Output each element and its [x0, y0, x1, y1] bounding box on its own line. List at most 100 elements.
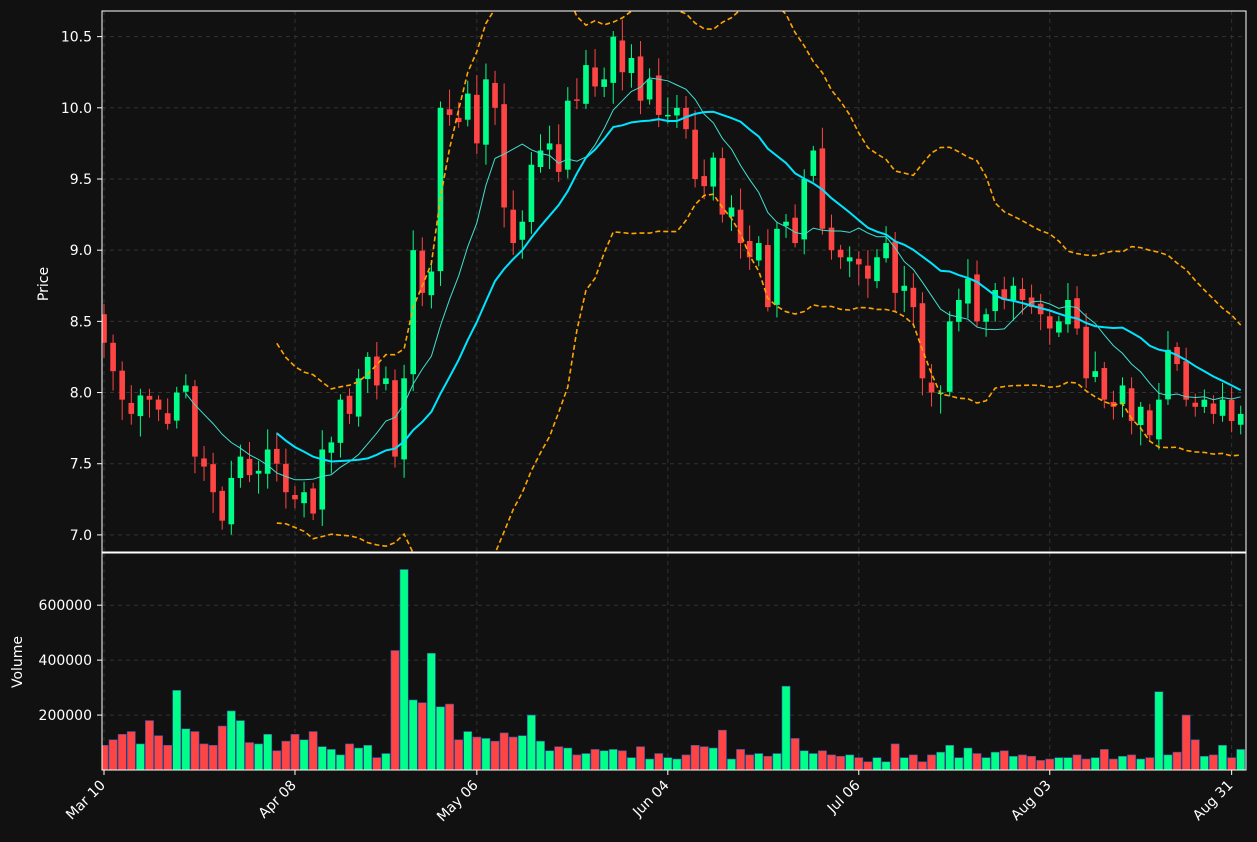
- candle-body: [710, 157, 717, 187]
- volume-bar: [345, 743, 354, 770]
- volume-bar: [490, 740, 500, 770]
- volume-bar: [999, 750, 1009, 770]
- candle-body: [719, 158, 726, 215]
- volume-bar: [854, 757, 864, 770]
- volume-bar: [1136, 758, 1146, 770]
- candle-body: [919, 303, 926, 379]
- volume-bar: [545, 750, 554, 770]
- volume-bar: [590, 749, 600, 770]
- volume-bar: [1163, 754, 1173, 770]
- candle-body: [810, 150, 817, 176]
- candle-body: [674, 107, 680, 116]
- candle-body: [1019, 288, 1026, 301]
- volume-bar: [690, 744, 700, 770]
- candle-body: [801, 178, 808, 240]
- candle-body: [774, 228, 780, 305]
- volume-bar: [945, 744, 955, 770]
- volume-bar: [472, 736, 482, 770]
- volume-bar: [1190, 739, 1200, 770]
- candle-body: [292, 494, 298, 500]
- volume-bar: [1036, 760, 1046, 770]
- volume-bar: [754, 753, 764, 770]
- candle-body: [728, 207, 735, 217]
- candle-body: [419, 250, 426, 293]
- volume-bar: [790, 738, 800, 770]
- volume-bar: [918, 761, 927, 770]
- volume-bar: [1145, 757, 1155, 770]
- price-tick-label: 7.0: [70, 528, 92, 544]
- volume-bar: [436, 706, 445, 770]
- candle-body: [528, 164, 535, 222]
- volume-bar: [363, 744, 373, 770]
- candle-body: [837, 249, 844, 258]
- volume-bar: [102, 744, 109, 770]
- volume-bar: [354, 747, 364, 770]
- candle-body: [492, 82, 498, 108]
- candle-body: [1046, 316, 1053, 329]
- volume-bar: [517, 735, 527, 770]
- volume-bar: [208, 744, 218, 770]
- volume-bar: [708, 747, 718, 770]
- candle-body: [701, 176, 708, 187]
- volume-bar: [508, 736, 518, 770]
- candle-body: [1219, 399, 1226, 416]
- candle-body: [1010, 285, 1017, 301]
- candle-body: [255, 470, 262, 474]
- candle-body: [1237, 413, 1244, 425]
- volume-bar: [417, 702, 427, 770]
- candle-body: [601, 79, 607, 87]
- candlestick-series: [102, 19, 1244, 535]
- candle-body: [1083, 326, 1089, 379]
- candle-body: [1183, 361, 1189, 400]
- candle-body: [910, 287, 917, 308]
- candle-body: [664, 114, 671, 117]
- volume-bar: [145, 720, 154, 770]
- volume-bar: [1072, 754, 1082, 770]
- candle-body: [1210, 403, 1217, 414]
- candle-body: [892, 241, 898, 293]
- bollinger-upper-line: [276, 11, 1242, 390]
- volume-bar: [272, 750, 282, 770]
- candle-body: [173, 392, 180, 421]
- volume-bar: [936, 751, 946, 770]
- volume-bar: [872, 757, 882, 770]
- volume-bar: [1127, 754, 1136, 770]
- candle-body: [146, 395, 153, 400]
- candle-body: [328, 442, 335, 453]
- candle-body: [319, 449, 326, 510]
- volume-bar: [663, 757, 673, 770]
- candle-body: [883, 243, 889, 259]
- candle-body: [874, 257, 880, 282]
- volume-bar: [381, 753, 391, 770]
- candle-body: [1092, 371, 1099, 377]
- candle-body: [765, 245, 771, 308]
- volume-tick-label: 600000: [39, 598, 92, 614]
- volume-bar: [772, 753, 782, 770]
- candle-body: [373, 356, 380, 386]
- volume-bar: [890, 743, 900, 770]
- volume-bar: [617, 750, 627, 770]
- volume-bar: [527, 714, 536, 770]
- candle-body: [564, 100, 571, 170]
- volume-bar: [1209, 754, 1218, 770]
- volume-bar: [681, 754, 691, 770]
- candle-body: [428, 271, 435, 296]
- candle-body: [1065, 300, 1071, 325]
- candle-body: [855, 258, 862, 265]
- volume-bar: [1099, 749, 1109, 770]
- candle-body: [792, 217, 798, 244]
- volume-bar: [1090, 757, 1100, 770]
- volume-bar: [672, 758, 682, 770]
- volume-bar: [263, 733, 273, 770]
- price-tick-label: 8.0: [70, 386, 92, 402]
- volume-bar: [1181, 714, 1191, 770]
- volume-bar: [454, 739, 464, 770]
- candle-body: [246, 458, 253, 476]
- volume-axis-label: Volume: [10, 636, 26, 688]
- volume-bar: [863, 761, 873, 770]
- price-tick-label: 9.5: [70, 172, 92, 188]
- sma-short-line: [185, 77, 1241, 481]
- volume-bar: [717, 729, 727, 770]
- volume-tick-label: 400000: [39, 653, 92, 669]
